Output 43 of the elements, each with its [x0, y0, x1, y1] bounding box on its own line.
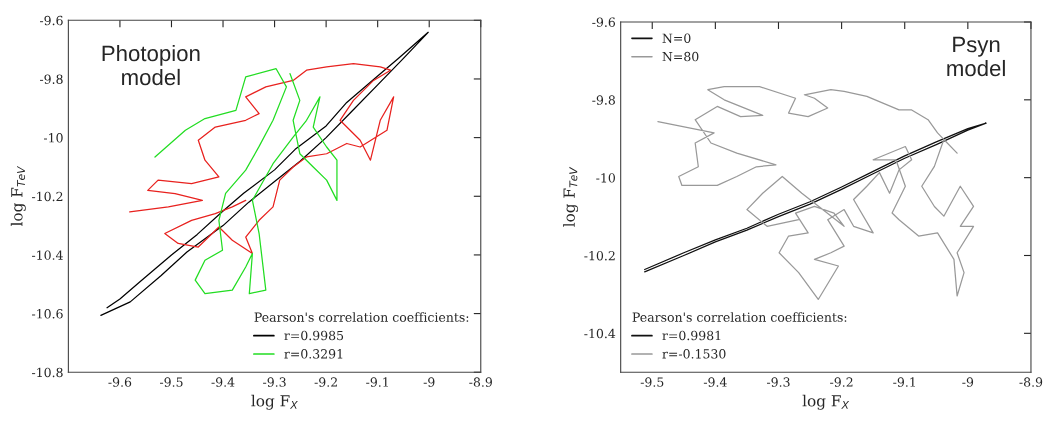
- legend-label: r=0.9985: [284, 330, 344, 341]
- x-tick-label: -9.2: [830, 377, 853, 387]
- y-tick-label: -9.6: [39, 15, 63, 26]
- y-tick-label: -10.6: [32, 309, 63, 319]
- x-tick-label: -9: [962, 377, 974, 387]
- x-axis-title: log F$_{X}$: [802, 394, 850, 410]
- legend-label: r=0.3291: [284, 349, 343, 359]
- y-tick-label: -9.6: [592, 17, 616, 27]
- x-tick-label: -9.4: [703, 377, 727, 387]
- x-tick-label: -8.9: [1019, 377, 1043, 387]
- x-tick-label: -9.6: [108, 377, 132, 387]
- annotation: N=0: [662, 33, 691, 43]
- x-tick-label: -9.3: [263, 377, 286, 387]
- y-tick-label: -10: [43, 133, 63, 143]
- y-tick-label: -10.2: [584, 250, 615, 261]
- line-series: [644, 122, 987, 273]
- legend-title: Pearson's correlation coefficients:: [254, 312, 469, 322]
- x-tick-label: -8.9: [469, 377, 492, 387]
- x-tick-label: -9.5: [159, 377, 183, 387]
- y-axis-title: log F$_{TeV}$: [10, 165, 26, 227]
- x-tick-label: -9.4: [211, 377, 235, 387]
- annotation: N=80: [662, 51, 699, 62]
- x-tick-label: -9.1: [366, 377, 388, 387]
- y-tick-label: -9.8: [39, 74, 63, 84]
- x-tick-label: -9.5: [640, 377, 664, 387]
- legend-label: r=-0.1530: [662, 349, 726, 359]
- x-axis-title: log F$_{X}$: [251, 394, 298, 410]
- x-tick-label: -9.3: [766, 377, 790, 387]
- x-tick-label: -9: [423, 377, 435, 387]
- y-axis-title: log F$_{TeV}$: [563, 166, 579, 227]
- annotation: Photopion model: [102, 44, 200, 86]
- legend-title: Pearson's correlation coefficients:: [632, 312, 847, 322]
- y-tick-label: -10.4: [32, 250, 63, 260]
- y-tick-label: -10: [596, 173, 615, 183]
- y-tick-label: -10.8: [32, 367, 63, 378]
- y-tick-label: -9.8: [592, 95, 615, 105]
- y-tick-label: -10.4: [584, 328, 616, 339]
- annotation: Psyn model: [947, 36, 1005, 77]
- line-series: [657, 85, 975, 301]
- x-tick-label: -9.1: [893, 377, 915, 387]
- x-tick-label: -9.2: [314, 377, 337, 387]
- y-tick-label: -10.2: [32, 191, 63, 202]
- legend-label: r=0.9981: [662, 330, 721, 341]
